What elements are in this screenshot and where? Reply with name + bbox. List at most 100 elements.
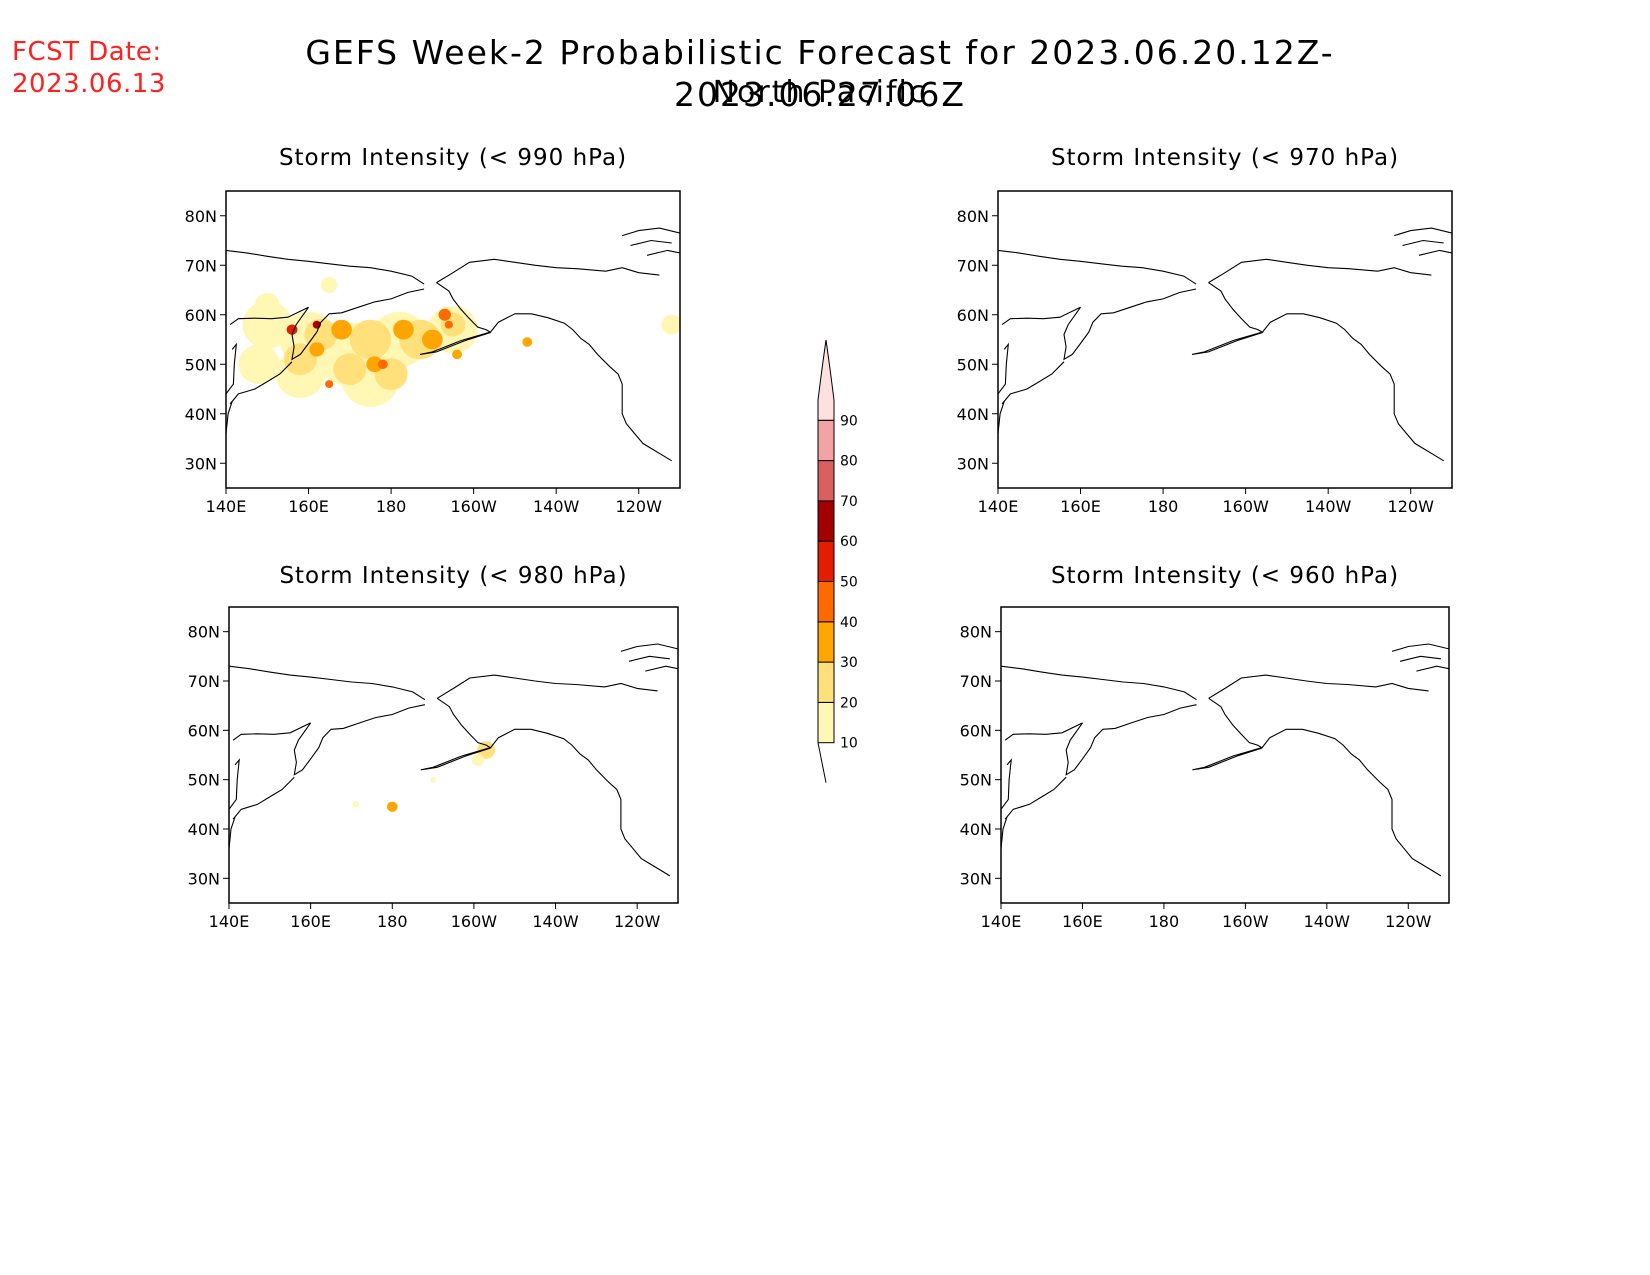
- coastline: [1192, 697, 1442, 877]
- coastline: [1191, 282, 1444, 462]
- y-tick-label: 30N: [188, 869, 220, 888]
- probability-cell: [422, 329, 443, 350]
- coastline: [1394, 227, 1452, 237]
- probability-cell: [333, 353, 367, 386]
- coastline: [998, 401, 1005, 434]
- x-tick-label: 140W: [532, 912, 579, 931]
- map-area: [226, 227, 680, 462]
- y-tick-label: 60N: [960, 721, 992, 740]
- x-tick-label: 160W: [1222, 912, 1269, 931]
- x-tick-label: 160W: [1222, 497, 1269, 516]
- coastline: [1208, 258, 1432, 284]
- coastline: [998, 249, 1197, 285]
- y-tick-label: 70N: [188, 672, 220, 691]
- forecast-date-block: FCST Date: 2023.06.13: [12, 36, 166, 100]
- probability-cell: [477, 741, 496, 759]
- coastline: [1001, 361, 1065, 405]
- map-panel-p990: Storm Intensity (< 990 hPa) 140E 160E 180 16…: [185, 145, 681, 516]
- coastline: [1208, 674, 1429, 699]
- colorbar-label: 20: [840, 695, 858, 711]
- y-tick-label: 60N: [957, 306, 989, 325]
- probability-cell: [325, 380, 334, 389]
- probability-cell: [444, 320, 454, 329]
- y-tick-label: 80N: [188, 623, 220, 642]
- colorbar-label: 80: [840, 454, 858, 470]
- coastline: [229, 758, 240, 810]
- coastline: [1416, 665, 1449, 672]
- y-tick-label: 40N: [185, 405, 217, 424]
- probability-cell: [331, 319, 352, 340]
- coastline: [645, 665, 678, 672]
- colorbar-bottom-curve: [817, 742, 827, 783]
- map-area: [1001, 643, 1449, 877]
- x-tick-label: 140W: [533, 497, 580, 516]
- coastline: [1001, 758, 1012, 810]
- colorbar-segment: [817, 661, 835, 703]
- coastline: [1004, 776, 1067, 820]
- map-frame: [997, 190, 1453, 489]
- y-tick-label: 50N: [960, 771, 992, 790]
- probability-cell: [393, 319, 414, 340]
- panel-title: Storm Intensity (< 990 hPa): [279, 145, 627, 171]
- x-tick-label: 140E: [209, 912, 250, 931]
- coastline: [1004, 704, 1197, 776]
- coastline: [229, 288, 425, 361]
- colorbar-label: 60: [840, 534, 858, 550]
- map-panel-p970: Storm Intensity (< 970 hPa) 140E 160E 180 16…: [957, 145, 1453, 516]
- coastline: [1001, 816, 1008, 849]
- probability-cell: [283, 343, 317, 376]
- coastline: [998, 342, 1010, 395]
- probability-cell: [320, 277, 338, 293]
- x-tick-label: 120W: [614, 912, 661, 931]
- y-tick-label: 30N: [185, 454, 217, 473]
- colorbar-segment: [817, 500, 835, 542]
- y-tick-label: 50N: [188, 771, 220, 790]
- coastline: [436, 674, 658, 699]
- y-tick-label: 30N: [957, 454, 989, 473]
- x-tick-label: 140E: [978, 497, 1019, 516]
- x-tick-label: 120W: [616, 497, 663, 516]
- colorbar-segment: [817, 419, 835, 462]
- x-tick-label: 160W: [451, 912, 498, 931]
- probability-cell: [452, 349, 463, 360]
- coastline: [226, 249, 425, 285]
- colorbar: 10 20 30 40 50 60 70 80 90: [817, 339, 858, 783]
- forecast-date-value: 2023.06.13: [12, 69, 166, 99]
- y-tick-label: 80N: [957, 207, 989, 226]
- probability-cell: [309, 342, 325, 357]
- map-frame: [225, 190, 681, 489]
- panel-title: Storm Intensity (< 960 hPa): [1051, 563, 1399, 589]
- probability-cell: [349, 319, 392, 360]
- forecast-date-label: FCST Date:: [12, 37, 162, 67]
- x-tick-label: 140E: [981, 912, 1022, 931]
- map-frame: [1000, 606, 1450, 904]
- y-tick-label: 50N: [957, 355, 989, 374]
- probability-cell: [377, 359, 388, 370]
- probability-cell: [352, 801, 359, 808]
- colorbar-label: 10: [840, 736, 858, 752]
- coastline: [630, 239, 672, 247]
- coastline: [229, 361, 293, 405]
- y-tick-label: 80N: [185, 207, 217, 226]
- y-tick-label: 30N: [960, 869, 992, 888]
- coastline: [1402, 239, 1444, 247]
- x-tick-label: 120W: [1385, 912, 1432, 931]
- coastline: [628, 655, 670, 662]
- colorbar-label: 90: [840, 413, 858, 429]
- colorbar-segment: [817, 581, 835, 623]
- colorbar-segment: [817, 339, 835, 421]
- map-panel-p960: Storm Intensity (< 960 hPa) 140E 160E 180 16…: [960, 563, 1450, 931]
- probability-cell: [242, 300, 293, 349]
- y-tick-label: 70N: [185, 256, 217, 275]
- probability-cell: [304, 318, 338, 351]
- y-tick-label: 50N: [185, 355, 217, 374]
- colorbar-label: 50: [840, 575, 858, 591]
- colorbar-segment: [817, 460, 835, 502]
- panel-title: Storm Intensity (< 970 hPa): [1051, 145, 1399, 171]
- coastline: [1001, 665, 1197, 701]
- coastline: [232, 776, 295, 820]
- x-tick-label: 160W: [450, 497, 497, 516]
- colorbar-segment: [817, 701, 835, 744]
- y-tick-label: 70N: [957, 256, 989, 275]
- figure-title: GEFS Week-2 Probabilistic Forecast for 2…: [305, 33, 1335, 114]
